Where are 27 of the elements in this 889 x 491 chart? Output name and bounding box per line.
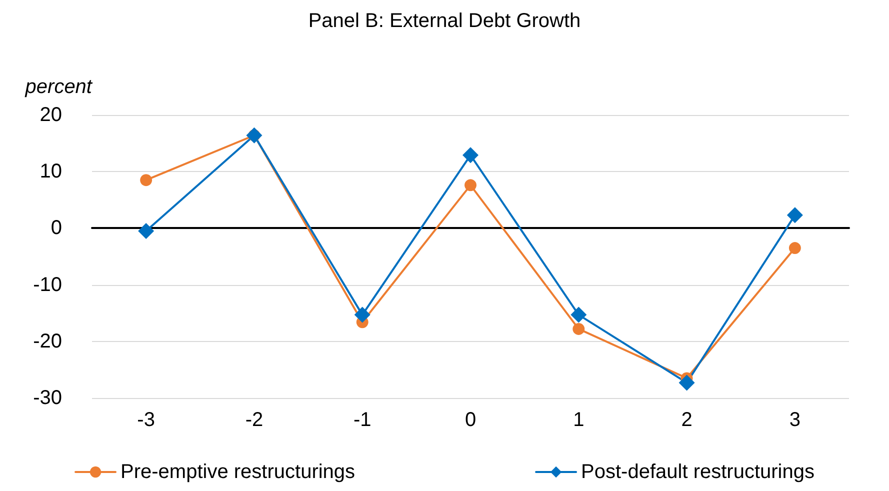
point [570, 306, 587, 323]
point [138, 223, 154, 240]
point [462, 147, 478, 164]
y-tick-label: 10 [40, 160, 62, 183]
y-tick-label: -20 [33, 330, 62, 352]
point [572, 322, 585, 335]
x-tick-label: -2 [245, 409, 264, 431]
x-tick-label: 1 [573, 409, 584, 431]
legend-label: Post-default restructurings [581, 461, 814, 483]
y-tick-label: 20 [40, 104, 62, 126]
point [140, 174, 152, 186]
x-tick-label: 0 [464, 409, 476, 431]
x-tick-label: -3 [137, 409, 155, 431]
x-tick-label: -1 [353, 409, 372, 431]
legend-label: Pre-emptive restructurings [120, 461, 356, 483]
y-tick-label: -30 [33, 387, 62, 409]
y-tick-label: -10 [33, 274, 62, 296]
point [788, 242, 801, 254]
point [464, 179, 476, 192]
chart-title: Panel B: External Debt Growth [308, 10, 581, 32]
point [678, 374, 695, 391]
point [354, 306, 370, 323]
y-axis-title: percent [24, 76, 94, 98]
point [786, 207, 803, 224]
x-tick-label: 2 [681, 409, 692, 431]
y-tick-label: 0 [50, 217, 62, 240]
x-tick-label: 3 [789, 409, 800, 431]
